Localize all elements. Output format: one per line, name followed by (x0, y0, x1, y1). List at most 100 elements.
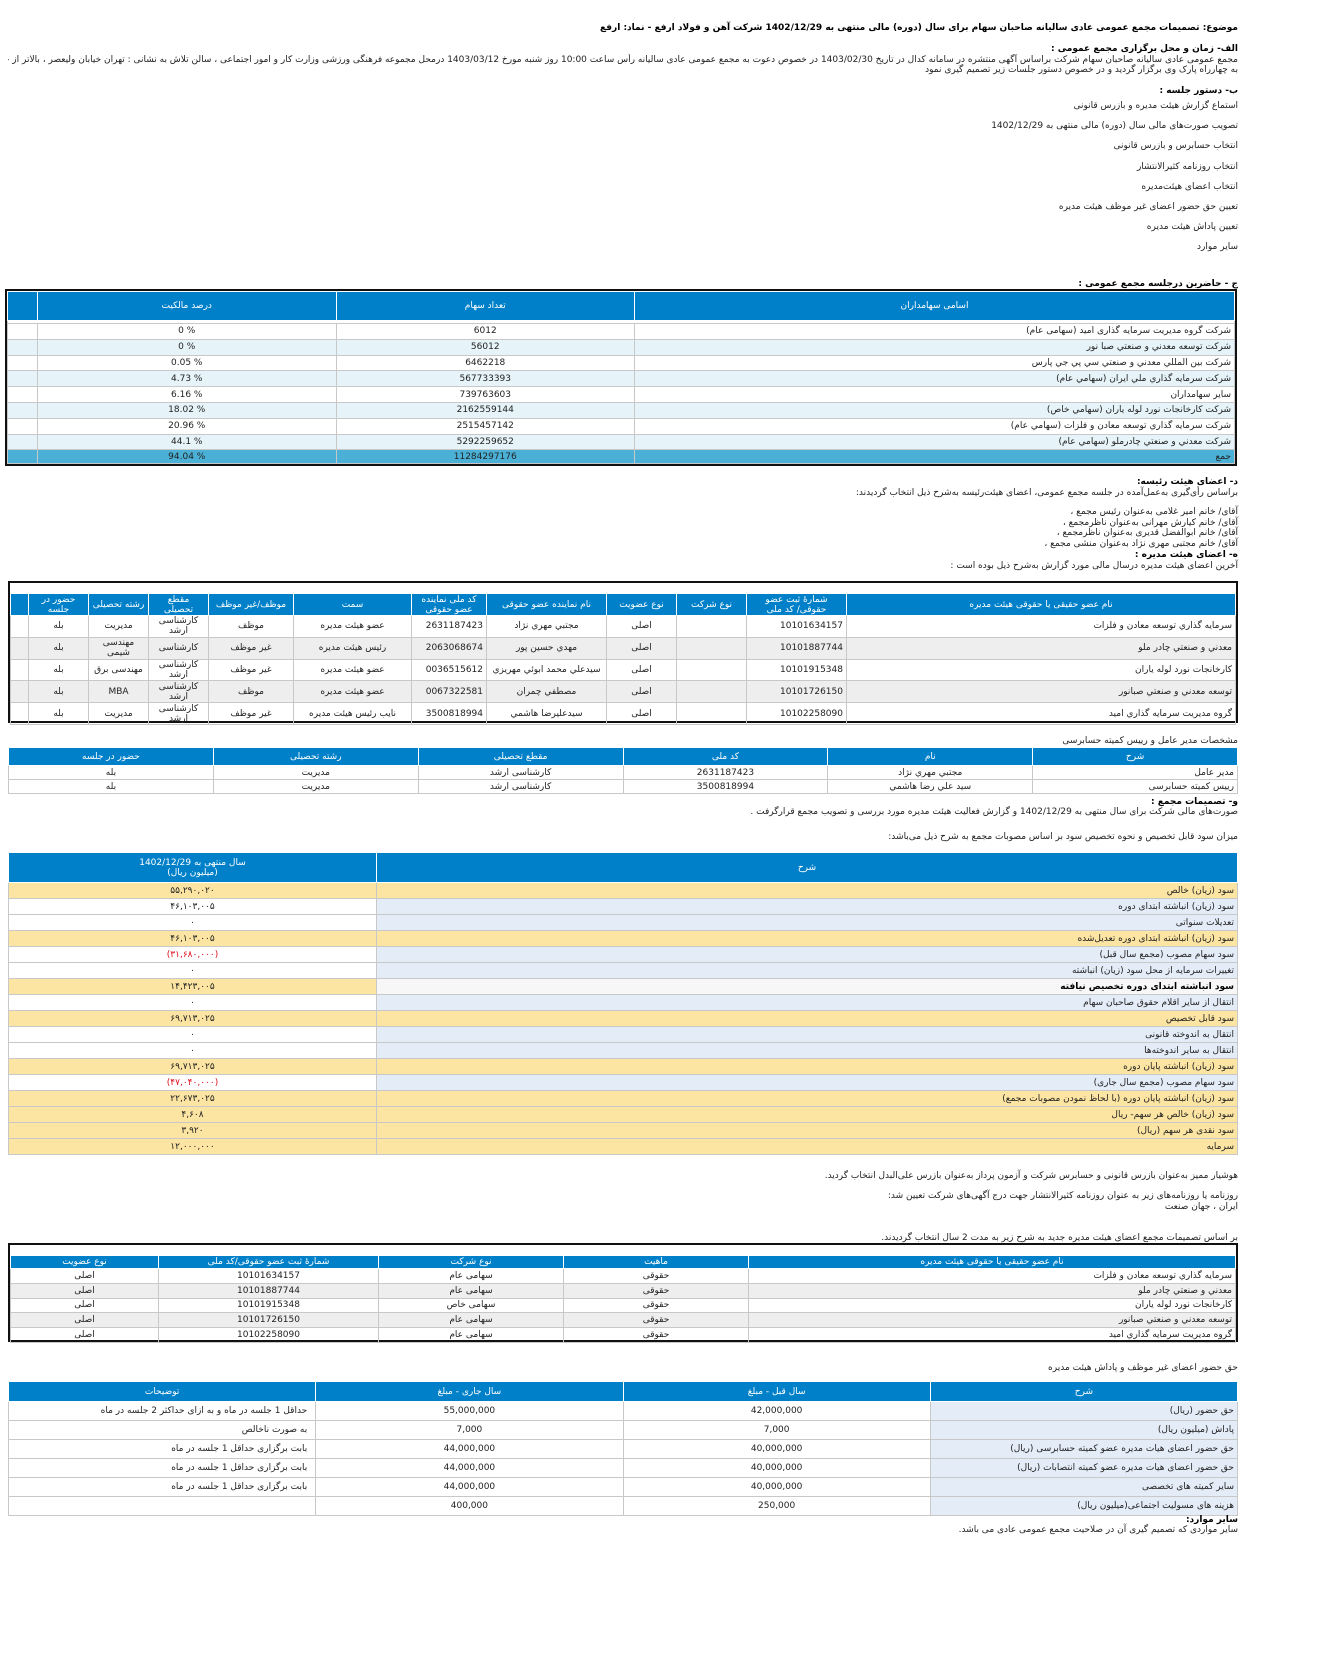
column-header: نوع عضویت (606, 593, 677, 616)
table-cell: عضو هيئت مديره (293, 615, 412, 638)
table-cell: 10101634157 (158, 1268, 379, 1284)
row-value: ۳,۹۲۰ (8, 1122, 377, 1139)
section-dal-heading: د- اعضای هیئت رئیسه: (1136, 477, 1238, 487)
table-cell: کارشناسی ارشد (148, 658, 209, 682)
table-row: شرکت معدني و صنعتي چادرملو (سهامي عام) 52… (7, 433, 1235, 451)
column-header: کد ملی نماینده عضو حقوقی (411, 593, 487, 616)
table-cell: 2162559144 (335, 401, 635, 419)
section-he-heading: ه- اعضای هیئت مدیره : (1134, 550, 1238, 560)
agenda-item: انتخاب حسابرس و بازرس قانونی (1113, 141, 1238, 152)
table-cell: 10101726150 (746, 680, 847, 704)
table-row: سود (زیان) خالص ۵۵,۲۹۰,۰۲۰ (8, 882, 1238, 899)
column-header-spacer (10, 593, 29, 616)
new-board-table: نام عضو حقیقی یا حقوقی هیئت مدیره ماهیت نو… (8, 1243, 1238, 1343)
table-row: كارخانجات نورد لوله ياران 10101915348 اصلی… (10, 658, 1236, 682)
row-value: ۱۲,۰۰۰,۰۰۰ (8, 1138, 377, 1155)
table-cell: شرکت معدني و صنعتي چادرملو (سهامي عام) (634, 433, 1235, 451)
table-cell: حقوقی (563, 1327, 749, 1343)
table-row: انتقال به سایر اندوخته‌ها ۰ (8, 1042, 1238, 1059)
table-row: حق حضور اعضای هیات مدیره عضو کمیته انتصا… (7, 1458, 1239, 1478)
table-cell-spacer (7, 386, 38, 403)
presidium-member: آقای/ خانم ابوالفضل قدیری به‌عنوان ناظرم… (1056, 528, 1238, 538)
row-value: (۴۷,۰۴۰,۰۰۰) (8, 1074, 377, 1091)
meeting-info-line1: مجمع عمومی عادی سالیانه صاحبان سهام شرکت… (8, 55, 1238, 65)
table-cell: شرکت كارخانجات نورد لوله ياران (سهامي خا… (634, 401, 1235, 419)
column-header: سال قبل - مبلغ (622, 1381, 931, 1402)
newspaper-names: ایران ، جهان صنعت (1164, 1202, 1238, 1212)
column-header: ماهیت (563, 1255, 749, 1269)
row-value: ۰ (8, 994, 377, 1011)
column-header: رشته تحصیلی (88, 593, 149, 616)
table-cell: رییس کمیته حسابرسی (1032, 779, 1238, 794)
total-cell: 11284297176 (335, 449, 635, 465)
row-value: (۳۱,۶۸۰,۰۰۰) (8, 946, 377, 963)
column-header-spacer (7, 291, 38, 321)
column-header: اسامی سهامداران (634, 291, 1235, 321)
table-cell: اصلی (606, 680, 677, 704)
table-cell: سيدعليرضا هاشمي (486, 702, 607, 725)
table-row: سایر سهامداران 739763603% 6.16 (7, 386, 1235, 403)
table-row: سود (زیان) انباشته ابتدای دوره تعدیل‌شده… (8, 930, 1238, 947)
row-label: تغییرات سرمایه از محل سود (زیان) انباشته (376, 962, 1238, 979)
table-cell: غير موظف (208, 636, 294, 660)
table-cell: عضو هيئت مديره (293, 680, 412, 704)
table-cell: 40,000,000 (622, 1477, 931, 1497)
table-cell: گروه مديريت سرمايه گذاري اميد (748, 1327, 1236, 1343)
presidium-member: آقای/ خانم کیارش مهرانی به‌عنوان ناظرمجم… (1062, 517, 1238, 528)
table-cell: كارخانجات نورد لوله ياران (846, 658, 1236, 682)
table-row: گروه مديريت سرمايه گذاري اميد حقوقی سهامی … (10, 1327, 1236, 1343)
table-cell: اصلی (10, 1282, 159, 1299)
table-cell: مهدي حسين پور (486, 636, 607, 660)
table-cell: سهامی عام (378, 1268, 564, 1284)
table-row: تعدیلات سنواتی ۰ (8, 914, 1238, 931)
header-row: شرح سال منتهی به 1402/12/29 (میلیون ریال) (8, 852, 1238, 883)
table-cell: بله (28, 615, 89, 638)
agenda-item: استماع گزارش هیئت مدیره و بازرس قانونی (1073, 101, 1238, 111)
table-cell: % 0 (37, 338, 337, 356)
agenda-item: سایر موارد (1197, 242, 1238, 253)
table-row: تغییرات سرمایه از محل سود (زیان) انباشته… (8, 962, 1238, 979)
table-cell: 2631187423 (411, 615, 487, 638)
approval-line: صورت‌های مالی شرکت برای سال منتهی به 140… (750, 807, 1238, 817)
table-cell: پاداش (میلیون ریال) (929, 1420, 1239, 1440)
table-cell: سهامی عام (378, 1312, 564, 1329)
table-cell-spacer (7, 401, 38, 419)
row-value: ۱۴,۴۲۳,۰۰۵ (8, 978, 377, 995)
table-row: سود (زیان) انباشته پایان دوره (با لحاظ ن… (8, 1090, 1238, 1107)
row-label: سود سهام مصوب (مجمع سال جاری) (376, 1074, 1238, 1091)
table-cell: % 0.05 (37, 354, 337, 372)
fees-title: حق حضور اعضای غیر موظف و پاداش هیئت مدیر… (1048, 1363, 1238, 1373)
table-cell-spacer (10, 615, 29, 638)
table-cell: 10102258090 (746, 702, 847, 725)
table-cell: % 4.73 (37, 370, 337, 388)
table-cell: توسعه معدني و صنعتي صبانور (748, 1312, 1236, 1329)
table-cell: اصلی (10, 1327, 159, 1343)
table-cell: موظف (208, 615, 294, 638)
column-header: نوع عضویت (10, 1255, 159, 1269)
meeting-info-line2: به چهارراه پارک وی برگزار گردید و در خصو… (925, 65, 1238, 75)
column-header: حضور در جلسه (8, 747, 214, 766)
table-cell: به صورت ناخالص (7, 1420, 317, 1440)
table-cell: حق حضور اعضای هیات مدیره عضو کمیته انتصا… (929, 1458, 1239, 1478)
table-cell: % 0 (37, 323, 337, 340)
table-cell: اصلی (606, 636, 677, 660)
table-row: توسعه معدني و صنعتي صبانور 10101726150 اصل… (10, 680, 1236, 704)
header-row: نام عضو حقیقی یا حقوقی هیئت مدیره شمارهٔ … (10, 593, 1236, 616)
column-header: نام عضو حقیقی یا حقوقی هیئت مدیره (748, 1255, 1236, 1269)
table-cell: سيدعلي محمد ابوئي مهريزي (486, 658, 607, 682)
column-header: شمارهٔ ثبت عضو حقوقی/کد ملی (158, 1255, 379, 1269)
table-cell: مدیریت (212, 779, 419, 794)
table-cell: 10101726150 (158, 1312, 379, 1329)
table-cell-spacer (7, 354, 38, 372)
table-cell: 55,000,000 (315, 1401, 624, 1421)
table-cell: اصلی (10, 1268, 159, 1284)
unit-label: (میلیون ریال) (167, 867, 218, 878)
table-cell: شرکت سرمايه گذاري توسعه معادن و فلزات (س… (634, 417, 1235, 435)
table-row: سرمايه گذاري توسعه معادن و فلزات 10101634… (10, 615, 1236, 638)
total-row: جمع 11284297176% 94.04 (7, 449, 1235, 465)
column-header: درصد مالکیت (37, 291, 337, 321)
table-row: پاداش (میلیون ریال) 7,000 7,000 به صورت ناخ… (7, 1420, 1239, 1440)
row-label: سود (زیان) انباشته پایان دوره (376, 1058, 1238, 1075)
table-cell: بله (28, 636, 89, 660)
table-cell: حقوقی (563, 1282, 749, 1299)
